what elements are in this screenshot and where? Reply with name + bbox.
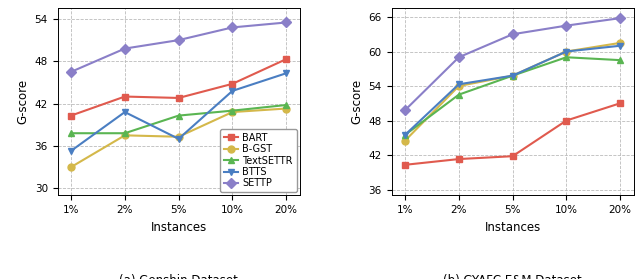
Line: BART: BART: [68, 56, 290, 119]
TextSETTR: [121, 132, 129, 135]
BTTS: [509, 74, 516, 77]
Line: TextSETTR: TextSETTR: [401, 54, 623, 138]
BTTS: [282, 72, 290, 75]
Line: B-GST: B-GST: [401, 39, 623, 144]
Line: SETTP: SETTP: [68, 19, 290, 75]
BART: [563, 119, 570, 122]
SETTP: [121, 47, 129, 50]
BTTS: [175, 137, 182, 141]
SETTP: [401, 109, 409, 112]
Legend: BART, B-GST, TextSETTR, BTTS, SETTP: BART, B-GST, TextSETTR, BTTS, SETTP: [220, 129, 297, 193]
BTTS: [455, 83, 463, 86]
TextSETTR: [616, 59, 624, 62]
Line: SETTP: SETTP: [401, 15, 623, 114]
TextSETTR: [509, 74, 516, 77]
BTTS: [228, 89, 236, 93]
TextSETTR: [175, 114, 182, 117]
BART: [282, 57, 290, 61]
X-axis label: Instances: Instances: [150, 221, 207, 234]
Line: BTTS: BTTS: [401, 42, 623, 138]
TextSETTR: [455, 93, 463, 96]
SETTP: [509, 33, 516, 36]
SETTP: [282, 21, 290, 24]
Line: BTTS: BTTS: [68, 70, 290, 154]
SETTP: [175, 39, 182, 42]
Text: (b) GYAFC E&M Dataset: (b) GYAFC E&M Dataset: [444, 274, 582, 279]
B-GST: [563, 50, 570, 53]
X-axis label: Instances: Instances: [484, 221, 541, 234]
BART: [616, 102, 624, 105]
BART: [401, 163, 409, 167]
BART: [121, 95, 129, 98]
BTTS: [616, 44, 624, 47]
SETTP: [228, 26, 236, 29]
TextSETTR: [401, 133, 409, 137]
BTTS: [401, 133, 409, 137]
TextSETTR: [282, 103, 290, 107]
B-GST: [509, 74, 516, 77]
Line: B-GST: B-GST: [68, 105, 290, 170]
B-GST: [616, 41, 624, 45]
Y-axis label: G-score: G-score: [16, 79, 29, 124]
SETTP: [455, 56, 463, 59]
TextSETTR: [563, 56, 570, 59]
B-GST: [282, 107, 290, 110]
SETTP: [67, 70, 75, 74]
B-GST: [455, 84, 463, 88]
B-GST: [175, 135, 182, 138]
BART: [509, 155, 516, 158]
BTTS: [67, 149, 75, 153]
TextSETTR: [67, 132, 75, 135]
BART: [67, 114, 75, 117]
TextSETTR: [228, 109, 236, 112]
BART: [228, 82, 236, 86]
B-GST: [121, 134, 129, 137]
SETTP: [563, 24, 570, 27]
B-GST: [228, 110, 236, 114]
BART: [455, 157, 463, 161]
SETTP: [616, 16, 624, 20]
Y-axis label: G-score: G-score: [350, 79, 363, 124]
BART: [175, 96, 182, 100]
BTTS: [121, 110, 129, 114]
B-GST: [401, 139, 409, 142]
Text: (a) Genshin Dataset: (a) Genshin Dataset: [119, 274, 238, 279]
Line: TextSETTR: TextSETTR: [68, 102, 290, 137]
Line: BART: BART: [401, 100, 623, 168]
BTTS: [563, 50, 570, 53]
B-GST: [67, 165, 75, 169]
